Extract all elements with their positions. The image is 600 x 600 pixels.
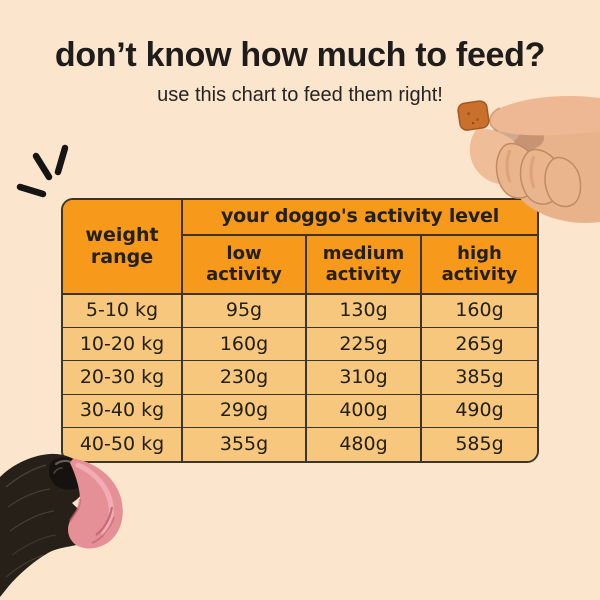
low-value-cell: 95g [183, 295, 307, 329]
medium-value-cell: 400g [307, 394, 422, 428]
high-value-cell: 585g [422, 427, 537, 461]
activity-level-group-header: your doggo's activity level [183, 200, 537, 236]
medium-value-cell: 225g [307, 328, 422, 362]
low-value-cell: 355g [183, 427, 307, 461]
high-value-cell: 385g [422, 361, 537, 395]
page-subtitle: use this chart to feed them right! [157, 84, 443, 106]
medium-activity-header: medium activity [307, 236, 422, 295]
high-value-cell: 490g [422, 394, 537, 428]
low-activity-header: low activity [183, 236, 307, 295]
medium-value-cell: 130g [307, 295, 422, 329]
low-value-cell: 160g [183, 328, 307, 362]
page-title: don’t know how much to feed? [54, 36, 546, 74]
high-activity-header: high activity [422, 236, 537, 295]
feeding-chart-table: weight range your doggo's activity level… [61, 198, 539, 463]
weight-range-header: weight range [63, 200, 183, 295]
treat-kibble [457, 100, 490, 131]
low-value-cell: 290g [183, 394, 307, 428]
emphasis-marks-icon [16, 144, 69, 198]
weight-cell: 40-50 kg [63, 427, 183, 461]
weight-cell: 5-10 kg [63, 295, 183, 329]
hand-holding-treat-photo [457, 96, 600, 223]
high-value-cell: 265g [422, 328, 537, 362]
medium-value-cell: 480g [307, 427, 422, 461]
weight-cell: 10-20 kg [63, 328, 183, 362]
weight-cell: 30-40 kg [63, 394, 183, 428]
weight-cell: 20-30 kg [63, 361, 183, 395]
dog-snout-photo [0, 453, 123, 597]
low-value-cell: 230g [183, 361, 307, 395]
high-value-cell: 160g [422, 295, 537, 329]
medium-value-cell: 310g [307, 361, 422, 395]
